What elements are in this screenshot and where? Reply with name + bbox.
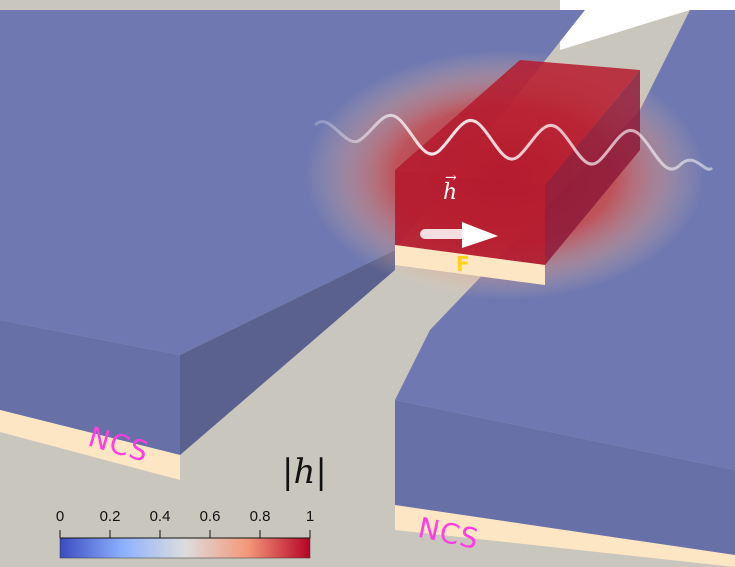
colorbar-tick: 0.6 [199,508,221,525]
colorbar [59,537,311,559]
ferromagnet-base [395,245,545,285]
field-vector-label: → h [443,170,458,205]
colorbar-tick: 0.4 [149,508,171,525]
field-vector-text: h [443,180,458,205]
ferromagnet-side [545,70,640,265]
colorbar-tick: 0.8 [249,508,271,525]
left-ncs-strip [0,410,180,480]
field-vector-arrow-icon: → [445,170,457,186]
ferromagnet-label: F [456,252,470,276]
colorbar-tick: 1 [305,508,315,525]
field-arrow [420,222,498,248]
ferromagnet-top [395,60,640,185]
colorbar-tick: 0 [55,508,65,525]
right-ncs-strip [395,505,735,567]
colorbar-tick-lines [59,530,311,539]
colorbar-tick: 0.2 [99,508,121,525]
wave-line [313,113,714,171]
background-corner [560,0,735,50]
colorbar-title: |h| [282,452,327,492]
ferromagnet-front [395,170,545,265]
left-slab-side [180,250,395,455]
